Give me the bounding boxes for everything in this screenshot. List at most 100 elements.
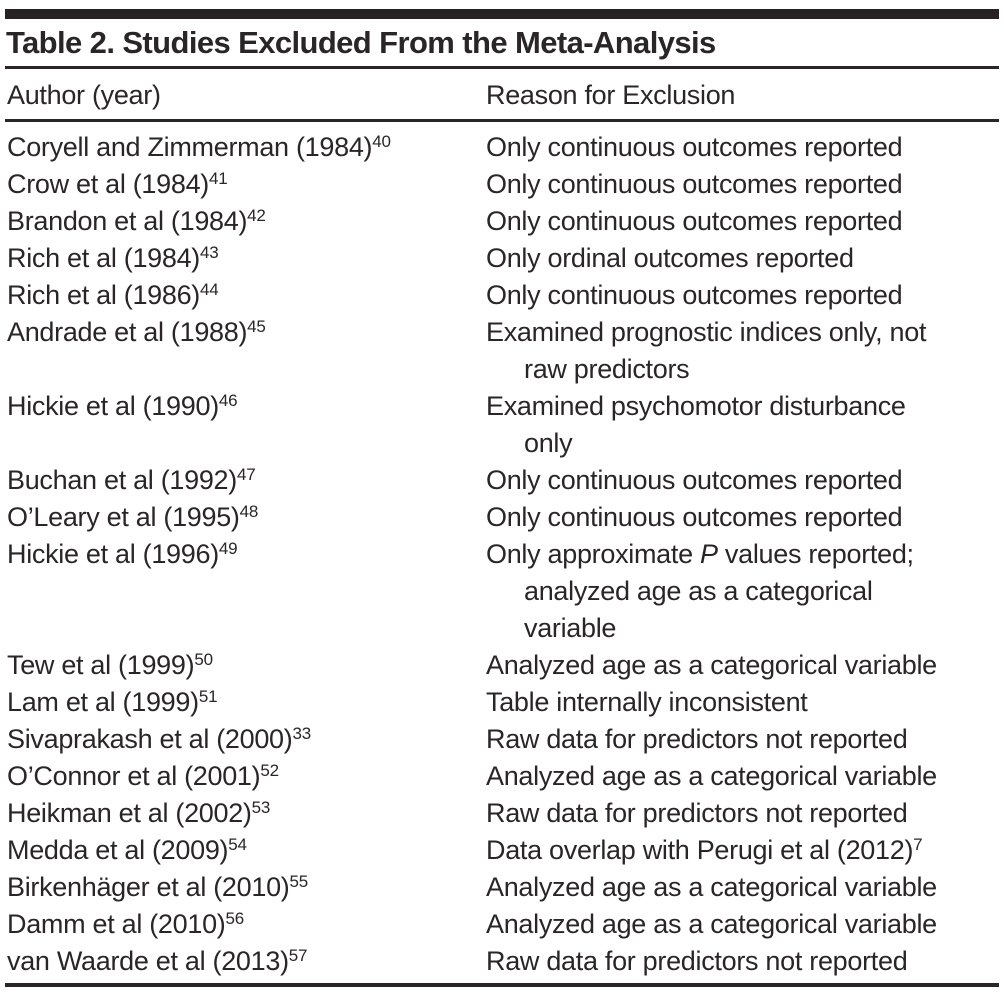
table-row: Medda et al (2009)54 Data overlap with Pe… [0,832,1004,869]
author-text: Andrade et al (1988) [7,317,248,347]
author-text: O’Leary et al (1995) [7,502,240,532]
reason-cell: Only continuous outcomes reported [486,499,1004,536]
reason-cell: Only continuous outcomes reported [486,462,1004,499]
reference-superscript: 56 [225,909,244,928]
author-text: Buchan et al (1992) [7,465,237,495]
reason-text: Only approximate P values reported; [486,536,1004,573]
table-title: Table 2. Studies Excluded From the Meta-… [6,25,716,60]
author-text: Hickie et al (1996) [7,539,219,569]
author-text: Crow et al (1984) [7,169,209,199]
reason-text: Raw data for predictors not reported [486,724,908,754]
reason-cell: Raw data for predictors not reported [486,795,1004,832]
reason-cell: Analyzed age as a categorical variable [486,906,1004,943]
table-row: Birkenhäger et al (2010)55 Analyzed age a… [0,869,1004,906]
author-text: Coryell and Zimmerman (1984) [7,132,373,162]
reference-superscript: 44 [200,280,219,299]
author-cell: Damm et al (2010)56 [0,906,486,943]
author-cell: Rich et al (1984)43 [0,240,486,277]
author-cell: Sivaprakash et al (2000)33 [0,721,486,758]
reason-text: Analyzed age as a categorical variable [486,650,937,680]
table-row: Crow et al (1984)41 Only continuous outco… [0,166,1004,203]
reason-cell: Only ordinal outcomes reported [486,240,1004,277]
reason-text: Only continuous outcomes reported [486,465,903,495]
reason-continuation-line: only [524,428,573,458]
reference-superscript: 55 [289,872,308,891]
reference-superscript: 46 [218,391,238,410]
author-text: Medda et al (2009) [7,835,229,865]
author-cell: Heikman et al (2002)53 [0,795,486,832]
author-text: Heikman et al (2002) [7,798,252,828]
reason-cell: Only approximate P values reported; analy… [486,536,1004,647]
reference-superscript: 40 [372,132,391,151]
reference-superscript: 53 [251,798,271,817]
reason-cell: Analyzed age as a categorical variable [486,869,1004,906]
reason-cell: Table internally inconsistent [486,684,1004,721]
reference-superscript: 48 [239,502,259,521]
table-row: Heikman et al (2002)53 Raw data for predi… [0,795,1004,832]
table-row: Tew et al (1999)50 Analyzed age as a cate… [0,647,1004,684]
reason-text: Raw data for predictors not reported [486,946,908,976]
author-text: Damm et al (2010) [7,909,226,939]
reason-text: Examined prognostic indices only, not [486,317,927,347]
reference-superscript: 47 [236,465,256,484]
reason-text: Only continuous outcomes reported [486,502,903,532]
reference-superscript: 42 [247,206,266,225]
author-cell: O’Leary et al (1995)48 [0,499,486,536]
table-row: Rich et al (1986)44 Only continuous outco… [0,277,1004,314]
reference-superscript: 49 [218,539,238,558]
reason-cell: Only continuous outcomes reported [486,129,1004,166]
reason-text: Only continuous outcomes reported [486,132,903,162]
table-row: Hickie et al (1996)49 Only approximate P … [0,536,1004,647]
reason-cell: Data overlap with Perugi et al (2012)7 [486,832,1004,869]
table-header-row: Author (year) Reason for Exclusion [0,69,1004,119]
table-row: Lam et al (1999)51 Table internally incon… [0,684,1004,721]
author-cell: Coryell and Zimmerman (1984)40 [0,129,486,166]
italic-text: P [700,539,718,569]
reason-text: Table internally inconsistent [486,687,808,717]
column-header-reason: Reason for Exclusion [486,80,736,110]
table-row: Coryell and Zimmerman (1984)40 Only conti… [0,129,1004,166]
reference-superscript: 50 [194,650,213,669]
reason-cell: Only continuous outcomes reported [486,277,1004,314]
title-divider-rule [5,66,999,69]
author-cell: Lam et al (1999)51 [0,684,486,721]
author-text: van Waarde et al (2013) [7,946,289,976]
author-text: Rich et al (1986) [7,280,200,310]
reason-text: Analyzed age as a categorical variable [486,909,937,939]
reference-superscript: 43 [200,243,219,262]
reason-text: Only continuous outcomes reported [486,206,903,236]
reason-text: Analyzed age as a categorical variable [486,872,937,902]
author-cell: Hickie et al (1996)49 [0,536,486,647]
table-row: Damm et al (2010)56 Analyzed age as a cat… [0,906,1004,943]
author-text: Birkenhäger et al (2010) [7,872,290,902]
table-row: Sivaprakash et al (2000)33 Raw data for p… [0,721,1004,758]
author-cell: Crow et al (1984)41 [0,166,486,203]
column-header-author: Author (year) [7,80,161,110]
author-text: O’Connor et al (2001) [7,761,261,791]
reference-superscript: 51 [198,687,218,706]
author-cell: Brandon et al (1984)42 [0,203,486,240]
table-row: O’Leary et al (1995)48 Only continuous ou… [0,499,1004,536]
reason-text: Data overlap with Perugi et al (2012)7 [486,832,1004,869]
author-cell: O’Connor et al (2001)52 [0,758,486,795]
author-cell: Hickie et al (1990)46 [0,388,486,462]
reference-superscript: 45 [247,317,266,336]
reference-superscript: 33 [292,724,311,743]
reason-text: Analyzed age as a categorical variable [486,761,937,791]
table-row: van Waarde et al (2013)57 Raw data for pr… [0,943,1004,980]
table-bottom-rule [5,983,999,987]
reason-text-segment: Data overlap with Perugi et al (2012) [486,835,914,865]
reference-superscript: 57 [288,946,308,965]
reason-text-segment: values reported; [717,539,914,569]
reference-superscript: 54 [228,835,247,854]
reason-continuation-line: variable [524,613,617,643]
reason-cell: Only continuous outcomes reported [486,166,1004,203]
reason-cell: Raw data for predictors not reported [486,721,1004,758]
author-text: Brandon et al (1984) [7,206,248,236]
table-row: Rich et al (1984)43 Only ordinal outcomes… [0,240,1004,277]
table-row: Brandon et al (1984)42 Only continuous ou… [0,203,1004,240]
table-row: O’Connor et al (2001)52 Analyzed age as a… [0,758,1004,795]
reason-cell: Only continuous outcomes reported [486,203,1004,240]
reason-text: Examined psychomotor disturbance [486,391,906,421]
